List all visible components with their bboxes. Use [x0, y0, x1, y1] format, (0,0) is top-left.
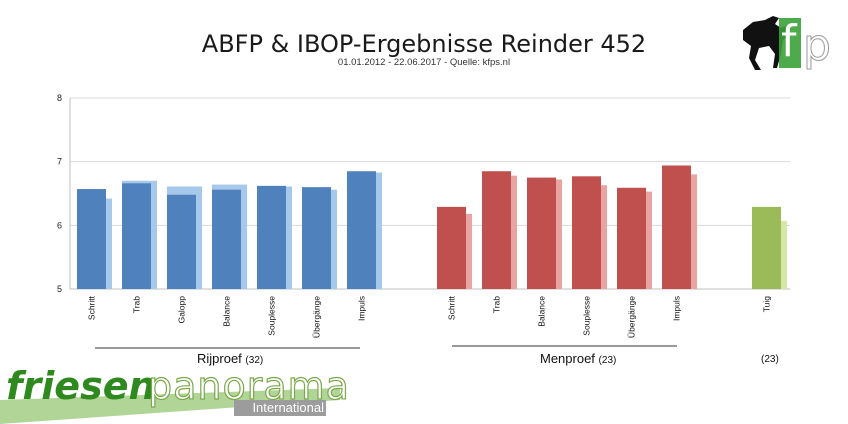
- y-tick-label: 6: [57, 220, 62, 230]
- bar-dark: [302, 187, 331, 289]
- bar-dark: [572, 176, 601, 289]
- logo-letter-f: f: [781, 16, 798, 67]
- x-tick-label: Galopp: [177, 296, 187, 324]
- bar-dark: [437, 206, 466, 289]
- bar-dark: [122, 183, 151, 289]
- bar-dark: [167, 194, 196, 289]
- chart-title: ABFP & IBOP-Ergebnisse Reinder 452: [201, 30, 647, 58]
- brand-word-friesen: friesen: [6, 364, 156, 408]
- brand-logo: [0, 360, 340, 424]
- fp-logo: f p: [735, 10, 835, 76]
- bar-dark: [347, 171, 376, 289]
- x-tick-label: Impuls: [672, 296, 682, 321]
- x-tick-label: Balance: [537, 296, 547, 327]
- y-tick-label: 5: [57, 284, 62, 294]
- horse-icon: [743, 16, 787, 70]
- bar-dark: [77, 189, 106, 289]
- bar-dark: [212, 189, 241, 289]
- x-tick-label: Schritt: [87, 295, 97, 320]
- y-tick-label: 7: [57, 157, 62, 167]
- y-tick-label: 8: [57, 93, 62, 103]
- group-label-rijproef: Rijproef (32): [197, 351, 264, 366]
- x-tick-label: Trab: [492, 296, 502, 313]
- x-tick-label: Souplesse: [267, 296, 277, 336]
- x-tick-label: Schritt: [447, 295, 457, 320]
- x-tick-label: Übergänge: [627, 296, 637, 338]
- group-count-tuig: (23): [761, 354, 779, 365]
- x-tick-label: Souplesse: [582, 296, 592, 336]
- x-tick-label: Übergänge: [312, 296, 322, 338]
- bar-dark: [527, 177, 556, 289]
- chart-subtitle: 01.01.2012 - 22.06.2017 - Quelle: kfps.n…: [337, 57, 511, 68]
- bar-dark: [482, 171, 511, 289]
- x-tick-label: Tuig: [762, 296, 772, 312]
- bar-dark: [257, 185, 286, 289]
- bar-dark: [662, 165, 691, 289]
- group-label-menproef: Menproef (23): [540, 351, 617, 366]
- x-tick-label: Trab: [132, 296, 142, 313]
- logo-letter-p: p: [803, 20, 831, 71]
- x-tick-label: Impuls: [357, 296, 367, 321]
- brand-international: International: [234, 400, 326, 416]
- bar-dark: [752, 206, 781, 289]
- x-tick-label: Balance: [222, 296, 232, 327]
- bar-dark: [617, 187, 646, 289]
